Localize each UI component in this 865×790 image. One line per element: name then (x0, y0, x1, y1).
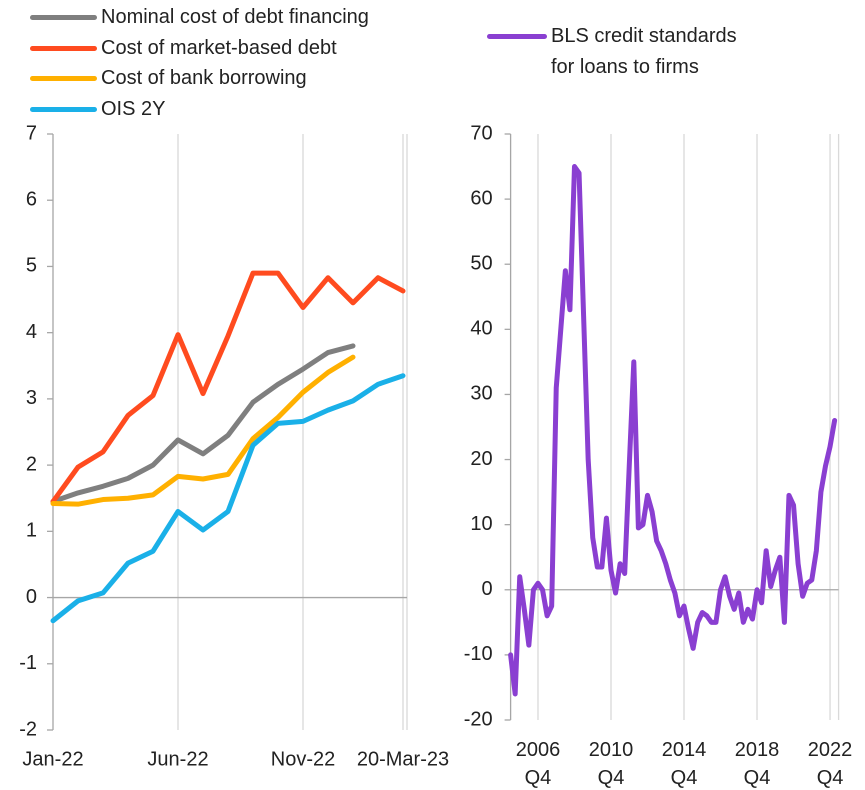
legend: BLS credit standards for loans to firms (487, 21, 762, 82)
legend-item: BLS credit standards for loans to firms (487, 21, 762, 82)
y-tick-label: -2 (19, 718, 37, 740)
y-tick-label: 4 (26, 321, 37, 343)
x-tick-label: Jan-22 (22, 748, 83, 770)
x-tick-label: 2014 Q4 (661, 739, 707, 789)
y-tick-label: 20 (470, 448, 492, 470)
legend-item: OIS 2Y (30, 94, 450, 125)
legend-label: BLS credit standards for loans to firms (551, 25, 737, 78)
y-tick-label: 2 (26, 453, 37, 475)
y-tick-label: -20 (464, 708, 493, 730)
y-tick-label: 40 (470, 318, 492, 340)
x-tick-label: 2010 Q4 (588, 739, 634, 789)
y-tick-label: 50 (470, 253, 492, 275)
legend-label: Cost of market-based debt (101, 36, 337, 59)
legend-swatch (30, 76, 97, 81)
x-tick-label: 2018 Q4 (734, 739, 780, 789)
legend: Nominal cost of debt financing Cost of ma… (30, 2, 450, 124)
y-tick-label: -10 (464, 643, 493, 665)
data-line (50, 270, 406, 505)
y-tick-label: 1 (26, 520, 37, 542)
y-tick-label: 0 (481, 578, 492, 600)
legend-swatch (30, 45, 97, 51)
legend-swatch (30, 15, 97, 20)
y-tick-label: 70 (470, 122, 492, 144)
x-tick-label: 2022 Q4 (807, 739, 853, 789)
data-line (50, 354, 356, 507)
legend-swatch (30, 106, 97, 112)
legend-swatch (487, 34, 547, 39)
y-tick-label: 10 (470, 513, 492, 535)
y-tick-label: 6 (26, 189, 37, 211)
y-tick-label: 3 (26, 387, 37, 409)
legend-label: Nominal cost of debt financing (101, 6, 369, 28)
data-line (50, 373, 406, 624)
y-tick-label: 5 (26, 255, 37, 277)
x-tick-label: Nov-22 (271, 748, 335, 770)
legend-item: Cost of market-based debt (30, 33, 450, 64)
y-tick-label: 0 (26, 586, 37, 608)
data-line (508, 164, 838, 697)
x-tick-label: Jun-22 (147, 748, 208, 770)
x-tick-label: 2006 Q4 (515, 739, 561, 789)
y-tick-label: -1 (19, 652, 37, 674)
legend-item: Nominal cost of debt financing (30, 2, 450, 33)
legend-label: OIS 2Y (101, 97, 166, 120)
x-tick-label: 20-Mar-23 (357, 748, 449, 770)
y-tick-label: 30 (470, 383, 492, 405)
data-line (50, 343, 356, 505)
legend-item: Cost of bank borrowing (30, 63, 450, 94)
legend-label: Cost of bank borrowing (101, 67, 307, 89)
y-tick-label: 60 (470, 187, 492, 209)
y-tick-label: 7 (26, 122, 37, 144)
